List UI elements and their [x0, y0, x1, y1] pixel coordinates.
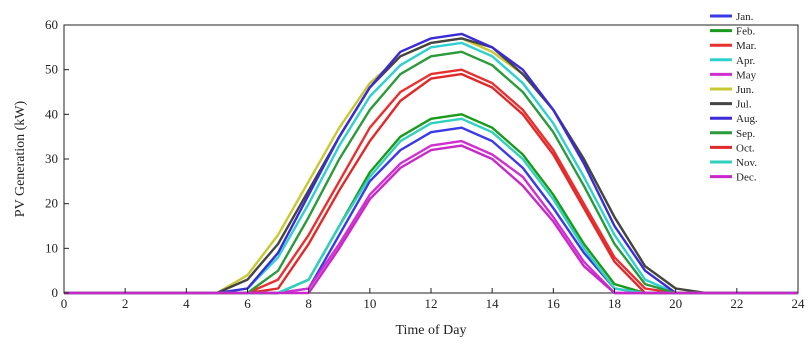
x-tick-label: 10 — [363, 296, 376, 311]
series-lines — [64, 32, 798, 295]
y-tick-label: 40 — [45, 106, 58, 121]
x-axis: 0 2 4 6 8 10 12 14 16 18 20 22 24 — [61, 288, 805, 311]
legend-label: Sep. — [736, 128, 756, 140]
x-tick-label: 16 — [547, 296, 561, 311]
series-line-9 — [64, 72, 798, 295]
series-line-7 — [64, 32, 798, 295]
legend-label: Feb. — [736, 26, 756, 38]
x-tick-label: 8 — [305, 296, 312, 311]
series-line-11 — [64, 144, 798, 295]
x-axis-label: Time of Day — [395, 323, 466, 338]
legend-label: Dec. — [736, 172, 757, 184]
x-tick-label: 18 — [608, 296, 621, 311]
plot-frame — [63, 24, 799, 294]
legend-label: Jul. — [736, 99, 752, 111]
y-axis-label: PV Generation (kW) — [13, 100, 28, 217]
legend-label: Apr. — [736, 55, 756, 67]
y-tick-label: 30 — [45, 151, 58, 166]
y-tick-label: 10 — [45, 240, 58, 255]
legend-label: Jun. — [736, 84, 754, 96]
y-axis: 0 10 20 30 40 50 60 — [45, 17, 69, 300]
y-tick-label: 20 — [45, 196, 58, 211]
series-line-0 — [64, 126, 798, 295]
y-tick-label: 0 — [52, 285, 59, 300]
x-tick-label: 4 — [183, 296, 190, 311]
series-line-8 — [64, 50, 798, 295]
series-line-6 — [64, 37, 798, 295]
x-tick-label: 22 — [730, 296, 743, 311]
series-line-2 — [64, 68, 798, 295]
y-tick-label: 50 — [45, 62, 58, 77]
x-tick-label: 0 — [61, 296, 68, 311]
x-tick-label: 2 — [122, 296, 129, 311]
series-line-5 — [64, 37, 798, 295]
x-tick-label: 14 — [486, 296, 500, 311]
x-tick-label: 24 — [792, 296, 806, 311]
legend-label: Mar. — [736, 40, 757, 52]
series-line-1 — [64, 113, 798, 295]
legend: Jan. Feb. Mar. Apr. May Jun. Jul. Aug. Sep. Oct. N… — [710, 11, 758, 184]
x-tick-label: 12 — [425, 296, 438, 311]
series-line-4 — [64, 139, 798, 295]
plot-area — [63, 24, 799, 295]
y-tick-label: 60 — [45, 17, 58, 32]
legend-label: Nov. — [736, 157, 757, 169]
legend-label: Jan. — [736, 11, 754, 23]
legend-label: Aug. — [736, 113, 758, 125]
series-line-3 — [64, 41, 798, 295]
legend-label: May — [736, 69, 757, 81]
x-tick-label: 20 — [669, 296, 682, 311]
x-tick-label: 6 — [244, 296, 251, 311]
legend-label: Oct. — [736, 142, 755, 154]
